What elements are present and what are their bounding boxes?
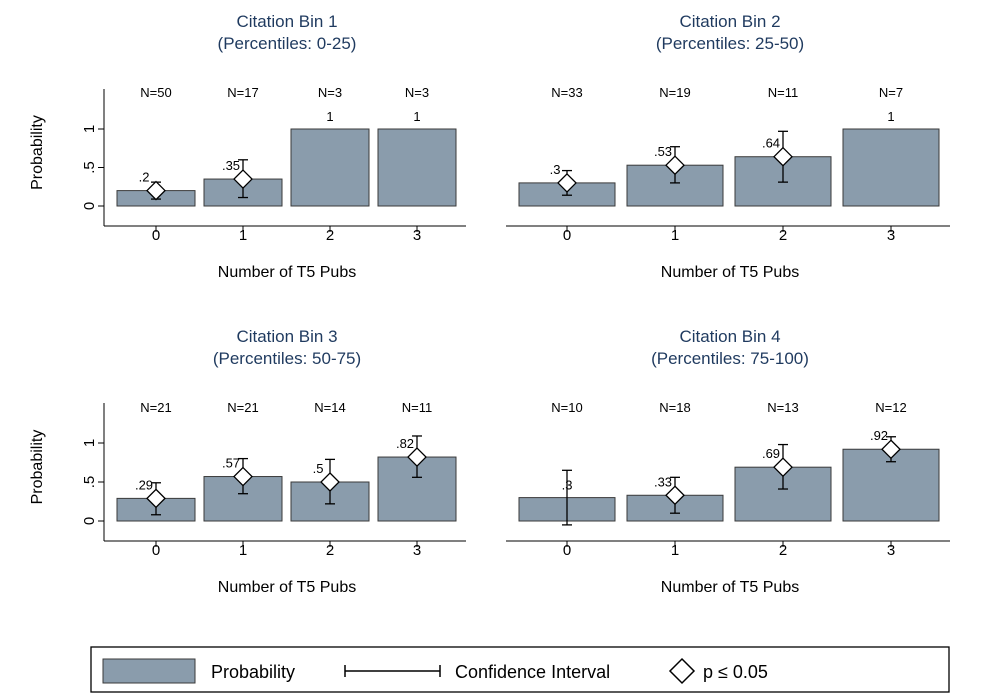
value-label: .5 [313,461,324,476]
significance-marker [146,488,166,509]
y-tick-label: 1 [81,439,98,447]
value-label: 1 [413,109,420,124]
value-label: .64 [762,136,780,151]
x-tick-label: 0 [152,227,160,244]
legend-label-ci: Confidence Interval [455,662,610,682]
x-tick-label: 3 [413,542,421,559]
x-axis-title: Number of T5 Pubs [218,264,356,281]
value-label: .29 [135,477,153,492]
value-label: 1 [887,109,894,124]
y-tick-label: .5 [81,476,98,489]
significance-marker [407,447,427,467]
y-tick-label: 1 [81,125,98,133]
panel-subtitle: (Percentiles: 50-75) [213,349,361,368]
x-tick-label: 2 [779,227,787,244]
n-label: N=21 [227,400,258,415]
n-label: N=18 [659,400,690,415]
n-label: N=19 [659,85,690,100]
panel-title: Citation Bin 1 [236,12,337,31]
n-label: N=10 [551,400,582,415]
y-tick-label: .5 [81,161,98,174]
n-label: N=17 [227,85,258,100]
value-label: .3 [562,478,573,493]
x-axis-title: Number of T5 Pubs [661,579,799,596]
x-tick-label: 2 [326,542,334,559]
significance-marker [773,146,793,167]
y-tick-label: 0 [81,517,98,525]
x-axis-title: Number of T5 Pubs [218,579,356,596]
n-label: N=21 [140,400,171,415]
panel-subtitle: (Percentiles: 0-25) [218,34,357,53]
x-tick-label: 2 [326,227,334,244]
x-tick-label: 1 [671,227,679,244]
legend-swatch-diamond [668,657,696,685]
x-tick-label: 0 [563,227,571,244]
n-label: N=12 [875,400,906,415]
value-label: .35 [222,158,240,173]
x-tick-label: 0 [563,542,571,559]
significance-marker [233,169,253,189]
y-axis-title: Probability [29,430,46,505]
significance-marker [320,472,340,492]
significance-marker [665,155,685,176]
significance-marker [557,172,577,193]
panel-title: Citation Bin 3 [236,327,337,346]
x-tick-label: 3 [413,227,421,244]
significance-marker [233,466,253,487]
legend-swatch-bar [102,658,196,684]
bar [842,128,940,207]
n-label: N=50 [140,85,171,100]
value-label: .92 [870,428,888,443]
panel-title: Citation Bin 2 [679,12,780,31]
significance-marker [665,485,685,506]
value-label: .3 [550,162,561,177]
x-tick-label: 2 [779,542,787,559]
x-tick-label: 1 [239,227,247,244]
x-tick-label: 0 [152,542,160,559]
n-label: N=11 [768,85,798,100]
value-label: .33 [654,474,672,489]
n-label: N=3 [318,85,342,100]
value-label: .69 [762,446,780,461]
x-tick-label: 3 [887,542,895,559]
value-label: .82 [396,436,414,451]
n-label: N=14 [314,400,345,415]
n-label: N=3 [405,85,429,100]
n-label: N=13 [767,400,798,415]
significance-marker [773,457,793,478]
x-tick-label: 1 [671,542,679,559]
bar [290,128,370,207]
value-label: .57 [222,456,240,471]
y-axis-title: Probability [29,115,46,190]
panel-subtitle: (Percentiles: 75-100) [651,349,809,368]
bar [377,128,457,207]
significance-marker [146,180,166,201]
legend-label-significance: p ≤ 0.05 [703,662,768,682]
significance-marker [881,439,901,460]
panel-subtitle: (Percentiles: 25-50) [656,34,804,53]
value-label: .2 [139,170,150,185]
legend-box [90,646,950,693]
n-label: N=11 [402,400,432,415]
legend-label-probability: Probability [211,662,295,682]
x-axis-title: Number of T5 Pubs [661,264,799,281]
y-tick-label: 0 [81,202,98,210]
value-label: .53 [654,144,672,159]
x-tick-label: 1 [239,542,247,559]
value-label: 1 [326,109,333,124]
panel-title: Citation Bin 4 [679,327,780,346]
n-label: N=33 [551,85,582,100]
n-label: N=7 [879,85,903,100]
x-tick-label: 3 [887,227,895,244]
